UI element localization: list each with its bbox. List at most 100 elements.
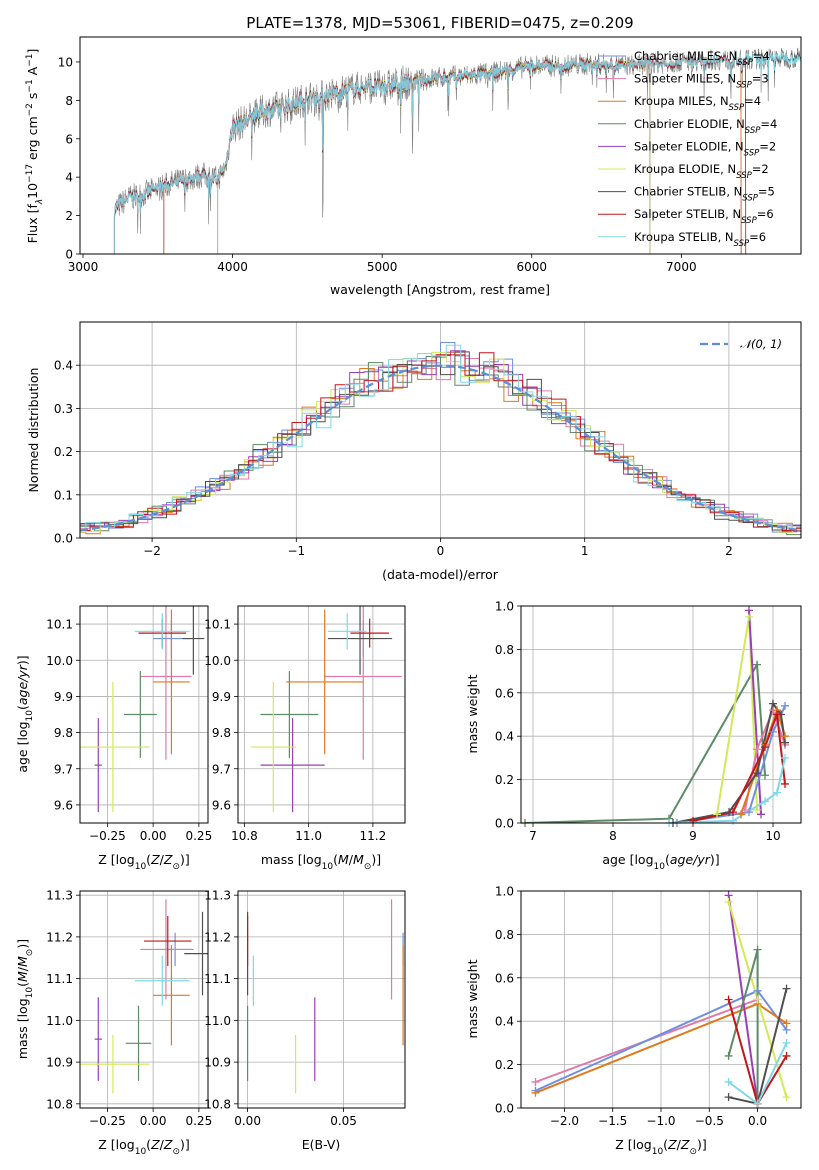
- y-tick-label: 0.3: [54, 402, 73, 416]
- x-tick-label: 1: [581, 544, 589, 558]
- weight-line: [727, 949, 759, 1104]
- y-tick-label: 0.0: [495, 817, 514, 831]
- weight-line: [672, 701, 786, 823]
- plot-area: [238, 891, 405, 1108]
- legend-label: Chabrier MILES, NSSP=4: [634, 49, 770, 68]
- x-axis-label: Z [log10(Z/Z⊙)]: [615, 1137, 707, 1157]
- panel-mass_vs_Z: −0.25 0.00 0.25 10.8 10.9 11.0 11.1 11.2 11.3: [46, 889, 212, 1128]
- y-tick-label: 0.6: [495, 971, 514, 985]
- x-tick-label: 9: [689, 829, 697, 843]
- residual-histogram: [80, 352, 801, 531]
- y-tick-label: 2: [65, 209, 73, 223]
- y-tick-label: 9.9: [212, 690, 231, 704]
- y-axis-label: mass [log10(M/M⊙)]: [15, 939, 35, 1059]
- legend-label: Chabrier ELODIE, NSSP=4: [634, 117, 777, 136]
- y-tick-label: 10.0: [46, 654, 73, 668]
- legend-label: Salpeter STELIB, NSSP=6: [634, 207, 774, 226]
- panel-spectrum: 3000 4000 5000 6000 7000 0 2 4 6 8 10: [58, 36, 802, 274]
- y-tick-label: 0.4: [495, 730, 514, 744]
- model-spectrum: [217, 57, 651, 254]
- y-tick-label: 11.3: [46, 889, 73, 903]
- y-tick-label: 1.0: [495, 600, 514, 614]
- y-tick-label: 9.6: [54, 798, 73, 812]
- y-tick-label: 0.0: [54, 532, 73, 546]
- normal-curve: [80, 364, 799, 532]
- y-axis-label: Flux [fλ10−17 erg cm−2 s−1 A−1]: [25, 49, 45, 244]
- x-axis-label: wavelength [Angstrom, rest frame]: [330, 282, 550, 297]
- x-tick-label: 0.25: [185, 1114, 212, 1128]
- weight-marker: [753, 745, 761, 754]
- panel-age_vs_Z: −0.25 0.00 0.25 9.6 9.7 9.8 9.9 10.0 10.1: [46, 605, 212, 843]
- panel-residuals: −2 −1 0 1 2 0.0 0.1 0.2 0.3 0.4: [54, 321, 802, 558]
- y-axis-label: mass weight: [465, 674, 480, 753]
- x-tick-label: −0.5: [695, 1114, 724, 1128]
- y-tick-label: 10.0: [204, 654, 231, 668]
- axes-frame: [79, 36, 802, 255]
- axes-frame: [520, 605, 802, 824]
- weight-marker: [724, 1051, 733, 1060]
- panel-age_vs_mass: 10.8 11.0 11.2 9.6 9.7 9.8 9.9 10.0 10.1: [204, 605, 406, 843]
- weight-marker: [753, 660, 761, 669]
- weight-marker: [782, 1093, 791, 1102]
- model-spectrum: [113, 50, 801, 254]
- x-tick-label: 0.00: [234, 1114, 261, 1128]
- weight-marker: [724, 995, 733, 1004]
- y-tick-label: 6: [65, 132, 73, 146]
- weight-marker: [782, 984, 791, 993]
- weight-marker: [782, 1038, 791, 1047]
- weight-marker: [781, 753, 789, 762]
- x-tick-label: −1: [287, 544, 305, 558]
- weight-marker: [781, 779, 789, 788]
- weight-marker: [724, 897, 733, 906]
- weight-marker: [713, 810, 721, 819]
- y-tick-label: 10.9: [46, 1056, 73, 1070]
- y-tick-label: 10: [58, 55, 73, 69]
- weight-marker: [761, 797, 769, 806]
- y-tick-label: 0.6: [495, 686, 514, 700]
- y-tick-label: 11.1: [46, 972, 73, 986]
- y-tick-label: 11.0: [46, 1014, 73, 1028]
- legend-label: Kroupa MILES, NSSP=4: [634, 94, 761, 113]
- y-tick-label: 9.9: [54, 690, 73, 704]
- weight-marker: [773, 788, 781, 797]
- y-tick-label: 11.1: [204, 972, 231, 986]
- y-tick-label: 10.8: [204, 1097, 231, 1111]
- axes-frame: [237, 605, 406, 824]
- x-tick-label: −1.0: [646, 1114, 675, 1128]
- x-axis-label: (data-model)/error: [382, 567, 499, 582]
- weight-marker: [769, 699, 777, 708]
- legend-label: Kroupa STELIB, NSSP=6: [634, 230, 766, 249]
- panel-weight_vs_age: 7 8 9 10 0.0 0.2 0.4 0.6 0.8 1.0: [495, 600, 802, 843]
- y-tick-label: 0.1: [54, 488, 73, 502]
- y-tick-label: 0.4: [54, 359, 73, 373]
- y-tick-label: 0.0: [495, 1102, 514, 1116]
- y-tick-label: 9.7: [54, 762, 73, 776]
- weight-marker: [769, 727, 777, 736]
- legend-label: Kroupa ELODIE, NSSP=2: [634, 162, 769, 181]
- y-tick-label: 10.1: [204, 618, 231, 632]
- plot-area: [80, 606, 208, 823]
- plot-area: [80, 322, 801, 538]
- x-tick-label: 3000: [68, 260, 99, 274]
- y-tick-label: 11.3: [204, 889, 231, 903]
- y-tick-label: 0.4: [495, 1015, 514, 1029]
- x-tick-label: 11.2: [360, 829, 387, 843]
- weight-marker: [753, 986, 762, 995]
- y-tick-label: 11.0: [204, 1014, 231, 1028]
- y-axis-label: Normed distribution: [26, 368, 41, 493]
- y-tick-label: 0.8: [495, 928, 514, 942]
- y-tick-label: 0: [65, 248, 73, 262]
- x-tick-label: 6000: [516, 260, 547, 274]
- weight-marker: [761, 743, 769, 752]
- x-tick-label: 0.05: [330, 1114, 357, 1128]
- x-tick-label: 0: [437, 544, 445, 558]
- y-tick-label: 4: [65, 171, 73, 185]
- axes-frame: [237, 890, 406, 1109]
- panel-mass_vs_ebv: 0.00 0.05 10.8 10.9 11.0 11.1 11.2 11.3: [204, 889, 406, 1128]
- plot-area: [238, 606, 405, 823]
- y-tick-label: 1.0: [495, 885, 514, 899]
- axes-frame: [79, 321, 802, 539]
- x-tick-label: −2.0: [550, 1114, 579, 1128]
- axes-frame: [79, 605, 209, 824]
